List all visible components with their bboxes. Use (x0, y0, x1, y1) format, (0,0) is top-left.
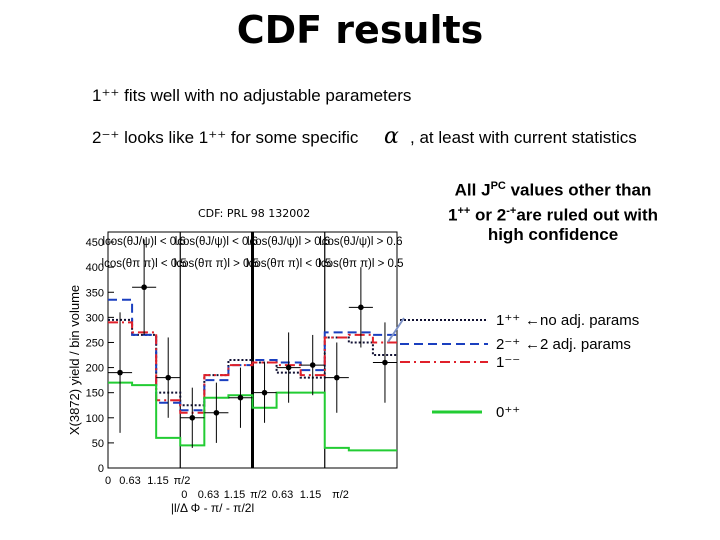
data-point (189, 414, 196, 421)
callout-sup-pp: ++ (457, 204, 471, 217)
x-tick-label-bottom: π/2 (332, 489, 349, 501)
statement-1pp: 1⁺⁺ fits well with no adjustable paramet… (92, 86, 412, 105)
x-tick-label-bottom: π/2 (250, 489, 267, 501)
data-point (117, 369, 123, 376)
data-point (261, 389, 268, 396)
y-tick-label: 150 (86, 388, 104, 400)
data-point (333, 374, 340, 381)
alpha-symbol: α (384, 124, 399, 149)
x-tick-label-bottom: 0.63 (198, 489, 219, 501)
panel-label-sub: lcos(θπ π)l < 0.5 (246, 258, 331, 270)
callout-part2: values other than 1 (448, 180, 652, 225)
legend-label-3: 0⁺⁺ (496, 404, 520, 421)
panel-label-sub: lcos(θπ π)l > 0.5 (318, 258, 403, 270)
x-tick-label-bottom: 1.15 (300, 489, 321, 501)
y-tick-label: 200 (86, 363, 104, 375)
data-point (382, 359, 388, 366)
callout-part4: are ruled out with high confidence (487, 205, 659, 245)
x-tick-label-top: 0 (105, 475, 111, 487)
statement-2mp-suffix: , at least with current statistics (410, 128, 637, 147)
panel-label-top: lcos(θJ/ψ)l < 0.6 (175, 236, 258, 248)
slide-title: CDF results (236, 8, 484, 52)
panel-label-top: lcos(θJ/ψ)l > 0.6 (247, 236, 330, 248)
y-tick-label: 250 (86, 337, 104, 349)
data-point (358, 304, 364, 311)
x-tick-label-bottom: 1.15 (224, 489, 245, 501)
x-tick-label-bottom: 0 (181, 489, 187, 501)
callout-part3: or 2 (470, 205, 507, 225)
data-point (309, 362, 316, 368)
x-axis-label: |l/Δ Φ - π/ - π/2l (171, 501, 254, 515)
callout-sup-pc: PC (490, 180, 506, 192)
x-tick-label-top: 0.63 (119, 475, 140, 487)
y-tick-label: 400 (86, 262, 104, 274)
series-0-line (108, 318, 397, 407)
x-tick-label-bottom: 0.63 (272, 489, 293, 501)
panel-label-sub: lcos(θπ π)l > 0.5 (174, 258, 259, 270)
y-tick-label: 50 (92, 438, 104, 450)
x-tick-label-top: 1.15 (147, 475, 168, 487)
callout-text: All JPC values other than 1++ or 2-+are … (448, 176, 658, 245)
legend-label-1: 2⁻⁺ (496, 336, 520, 353)
callout-pointer (387, 317, 405, 343)
callout-sup-mp: -+ (506, 204, 517, 217)
y-tick-label: 300 (86, 312, 104, 324)
statement-2mp: 2⁻⁺ looks like 1⁺⁺ for some specific (92, 128, 359, 147)
y-tick-label: 100 (86, 413, 104, 425)
data-point (141, 284, 147, 291)
panel-label-top: lcos(θJ/ψ)l > 0.6 (319, 236, 402, 248)
data-point (237, 394, 244, 401)
y-tick-label: 350 (86, 287, 104, 299)
data-point (213, 409, 220, 416)
legend-note-0: ←no adj. params (525, 312, 639, 329)
legend-label-0: 1⁺⁺ (496, 312, 520, 329)
callout-part1: All J (454, 180, 491, 200)
y-axis-label: X(3872) yield / bin volume (67, 285, 82, 435)
legend-note-1: ←2 adj. params (525, 336, 631, 353)
y-tick-label: 450 (86, 237, 104, 249)
legend-label-2: 1⁻⁻ (496, 354, 520, 371)
data-point (165, 374, 172, 381)
x-tick-label-top: π/2 (174, 475, 191, 487)
y-tick-label: 0 (98, 463, 104, 475)
data-point (285, 364, 292, 371)
reference-label: CDF: PRL 98 132002 (198, 207, 311, 220)
